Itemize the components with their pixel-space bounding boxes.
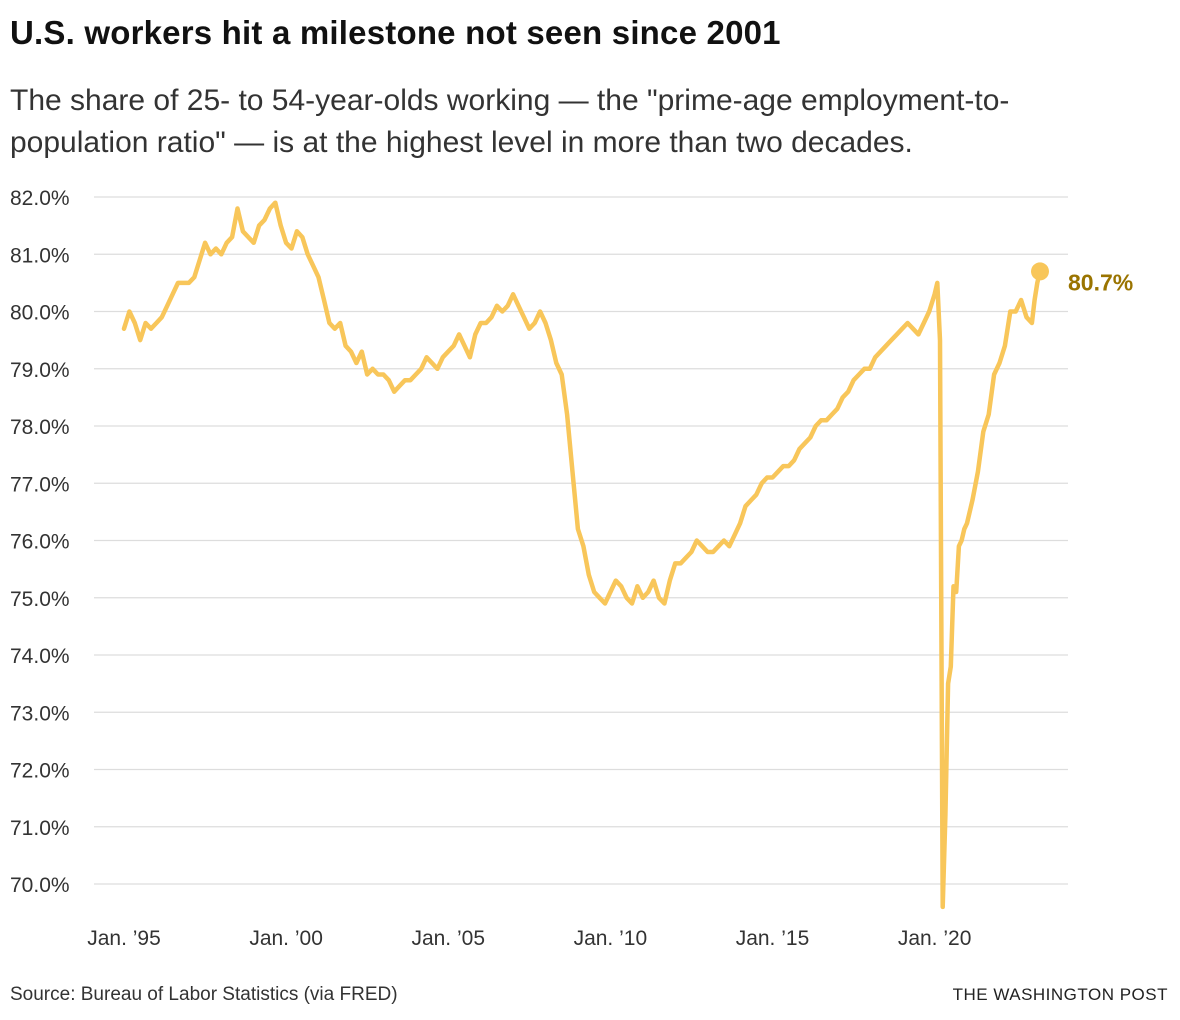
y-tick-label: 82.0% xyxy=(10,187,70,210)
latest-point xyxy=(1031,262,1049,281)
y-tick-label: 73.0% xyxy=(10,702,70,725)
x-tick-label: Jan. ’00 xyxy=(249,927,323,950)
x-tick-label: Jan. ’10 xyxy=(574,927,648,950)
y-tick-label: 74.0% xyxy=(10,645,70,668)
source-note: Source: Bureau of Labor Statistics (via … xyxy=(10,984,398,1005)
y-tick-label: 72.0% xyxy=(10,760,70,783)
chart-title: U.S. workers hit a milestone not seen si… xyxy=(10,14,781,51)
y-tick-label: 75.0% xyxy=(10,588,70,611)
x-tick-label: Jan. ’05 xyxy=(411,927,485,950)
y-tick-label: 76.0% xyxy=(10,531,70,554)
chart-subtitle: The share of 25- to 54-year-olds working… xyxy=(10,84,1010,159)
series-layer xyxy=(121,200,1043,910)
x-axis-ticks: Jan. ’95 Jan. ’00 Jan. ’05 Jan. ’10 Jan. ’15… xyxy=(87,927,971,950)
y-tick-label: 81.0% xyxy=(10,244,70,267)
y-tick-label: 80.0% xyxy=(10,302,70,325)
y-axis-ticks: 82.0% 81.0% 80.0% 79.0% 78.0% 77.0% 76.0% 75.0%… xyxy=(10,187,70,897)
grid-lines xyxy=(94,196,1068,885)
y-tick-label: 70.0% xyxy=(10,874,70,897)
y-tick-label: 77.0% xyxy=(10,473,70,496)
latest-value-label: 80.7% xyxy=(1068,269,1133,295)
x-tick-label: Jan. ’15 xyxy=(736,927,810,950)
x-tick-label: Jan. ’95 xyxy=(87,927,161,950)
y-tick-label: 71.0% xyxy=(10,817,70,840)
y-tick-label: 78.0% xyxy=(10,416,70,439)
series-line xyxy=(121,200,1043,910)
x-tick-label: Jan. ’20 xyxy=(898,927,972,950)
end-label-layer: 80.7% xyxy=(1031,262,1133,295)
publisher-credit: THE WASHINGTON POST xyxy=(952,985,1168,1004)
y-tick-label: 79.0% xyxy=(10,359,70,382)
